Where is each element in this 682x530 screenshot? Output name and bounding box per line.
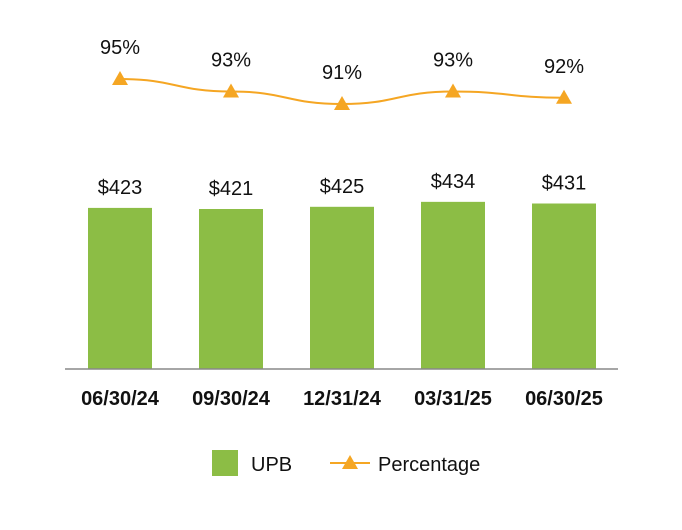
bar-03/31/25 — [421, 201, 485, 369]
bar-value-label: $425 — [320, 176, 365, 198]
x-axis-tick-labels: 06/30/24 09/30/24 12/31/24 03/31/25 06/30/25 — [81, 388, 603, 410]
bar-09/30/24 — [199, 209, 263, 369]
legend: UPB Percentage — [212, 450, 480, 476]
triangle-marker-icon — [223, 83, 239, 98]
bar-value-label: $434 — [431, 171, 476, 193]
legend-label-upb: UPB — [251, 454, 292, 476]
x-tick-label: 03/31/25 — [414, 388, 492, 410]
bar-12/31/24 — [310, 206, 374, 369]
triangle-marker-icon — [445, 83, 461, 98]
bar-value-labels: $423 $421 $425 $434 $431 — [98, 171, 587, 200]
legend-label-percentage: Percentage — [378, 454, 480, 476]
percentage-value-label: 92% — [544, 56, 584, 78]
legend-triangle-marker-icon — [342, 455, 358, 469]
legend-swatch-upb — [212, 450, 238, 476]
line-series-percentage — [112, 71, 572, 110]
bar-series-upb — [88, 201, 596, 369]
bar-06/30/24 — [88, 207, 152, 369]
percentage-value-labels: 95% 93% 91% 93% 92% — [100, 37, 584, 84]
percentage-value-label: 95% — [100, 37, 140, 59]
x-tick-label: 06/30/25 — [525, 388, 603, 410]
triangle-marker-icon — [334, 96, 350, 110]
bar-06/30/25 — [532, 203, 596, 369]
percentage-value-label: 93% — [211, 50, 251, 72]
x-tick-label: 09/30/24 — [192, 388, 271, 410]
bar-value-label: $431 — [542, 173, 587, 195]
bar-value-label: $421 — [209, 178, 254, 200]
percentage-value-label: 93% — [433, 50, 473, 72]
x-tick-label: 12/31/24 — [303, 388, 382, 410]
bar-value-label: $423 — [98, 177, 143, 199]
x-tick-label: 06/30/24 — [81, 388, 160, 410]
triangle-marker-icon — [556, 89, 572, 104]
triangle-marker-icon — [112, 71, 128, 85]
percentage-value-label: 91% — [322, 62, 362, 84]
